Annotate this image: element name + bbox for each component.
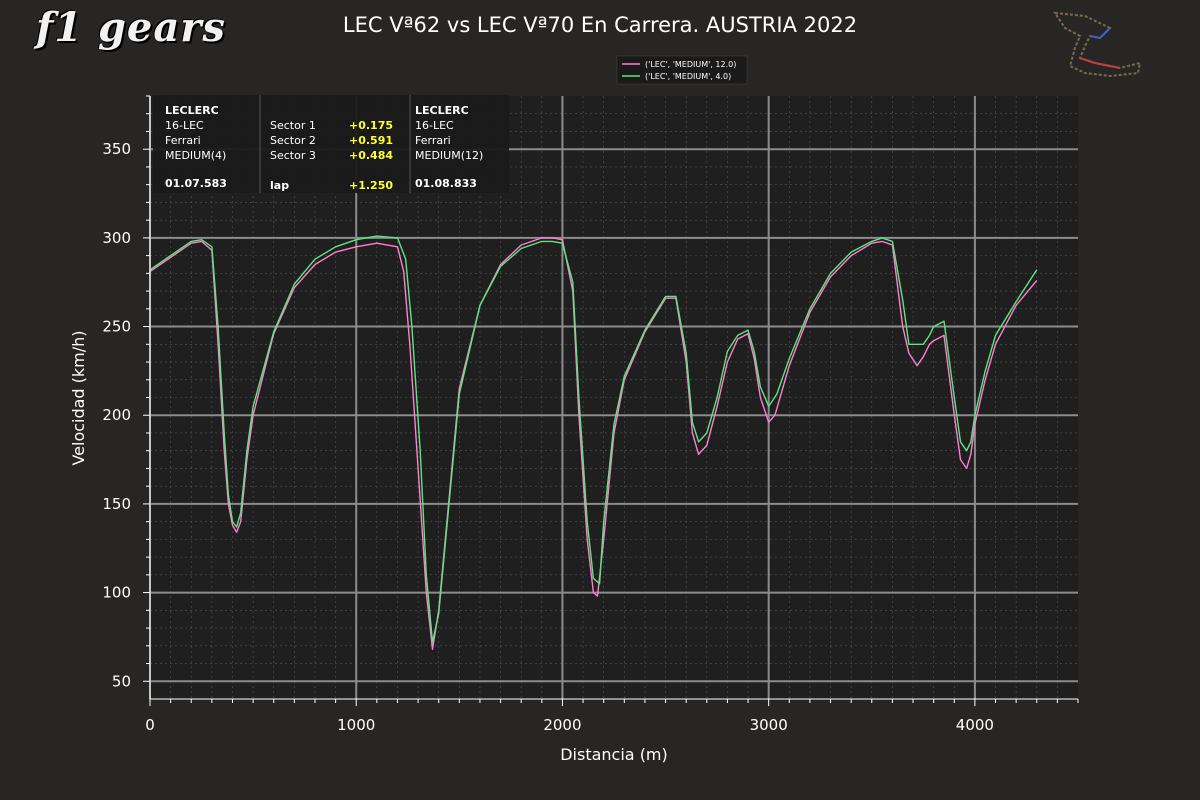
sector-2-label: Sector 2 bbox=[270, 134, 316, 147]
lap-delta: +1.250 bbox=[349, 179, 393, 192]
y-tick-label: 200 bbox=[102, 406, 131, 424]
y-tick-label: 100 bbox=[102, 584, 131, 602]
legend-entry-series-2: ('LEC', 'MEDIUM', 4.0) bbox=[645, 72, 731, 81]
left-tyre: MEDIUM(4) bbox=[165, 149, 226, 162]
minor-grid bbox=[150, 96, 1078, 699]
sector-1-delta: +0.175 bbox=[349, 119, 393, 132]
right-tyre: MEDIUM(12) bbox=[415, 149, 483, 162]
left-driver-code: 16-LEC bbox=[165, 119, 204, 132]
chart-title: LEC Vª62 vs LEC Vª70 En Carrera. AUSTRIA… bbox=[343, 13, 857, 37]
lap-label: lap bbox=[270, 179, 289, 192]
y-tick-label: 50 bbox=[112, 672, 131, 690]
x-tick-label: 0 bbox=[145, 716, 155, 734]
x-tick-label: 3000 bbox=[750, 716, 788, 734]
x-tick-label: 1000 bbox=[337, 716, 375, 734]
plot-area bbox=[150, 96, 1078, 699]
sector-2-delta: +0.591 bbox=[349, 134, 393, 147]
y-tick-label: 250 bbox=[102, 318, 131, 336]
left-team: Ferrari bbox=[165, 134, 201, 147]
x-tick-label: 2000 bbox=[543, 716, 581, 734]
x-tick-label: 4000 bbox=[956, 716, 994, 734]
series-lines bbox=[149, 235, 1038, 650]
sector-3-label: Sector 3 bbox=[270, 149, 316, 162]
y-tick-label: 350 bbox=[102, 140, 131, 158]
left-lap-time: 01.07.583 bbox=[165, 177, 227, 190]
right-lap-time: 01.08.833 bbox=[415, 177, 477, 190]
lap-info-box: LECLERC 16-LEC Ferrari MEDIUM(4) 01.07.5… bbox=[153, 95, 509, 193]
f1gears-logo: f1 gears bbox=[36, 4, 226, 51]
right-team: Ferrari bbox=[415, 134, 451, 147]
series-line-2 bbox=[149, 235, 1038, 643]
x-axis-ticks: 0 1000 2000 3000 4000 bbox=[145, 699, 1079, 734]
y-axis-ticks: 50 100 150 200 250 300 350 bbox=[102, 95, 150, 690]
sector-3-delta: +0.484 bbox=[349, 149, 393, 162]
legend: ('LEC', 'MEDIUM', 12.0) ('LEC', 'MEDIUM'… bbox=[616, 55, 748, 85]
left-driver-name: LECLERC bbox=[165, 104, 219, 117]
y-tick-label: 300 bbox=[102, 229, 131, 247]
y-axis-label: Velocidad (km/h) bbox=[69, 330, 88, 465]
sector-1-label: Sector 1 bbox=[270, 119, 316, 132]
right-driver-name: LECLERC bbox=[415, 104, 469, 117]
right-driver-code: 16-LEC bbox=[415, 119, 454, 132]
y-tick-label: 150 bbox=[102, 495, 131, 513]
x-axis-label: Distancia (m) bbox=[560, 745, 668, 764]
track-map-icon bbox=[1052, 11, 1142, 78]
legend-entry-series-1: ('LEC', 'MEDIUM', 12.0) bbox=[645, 60, 736, 69]
